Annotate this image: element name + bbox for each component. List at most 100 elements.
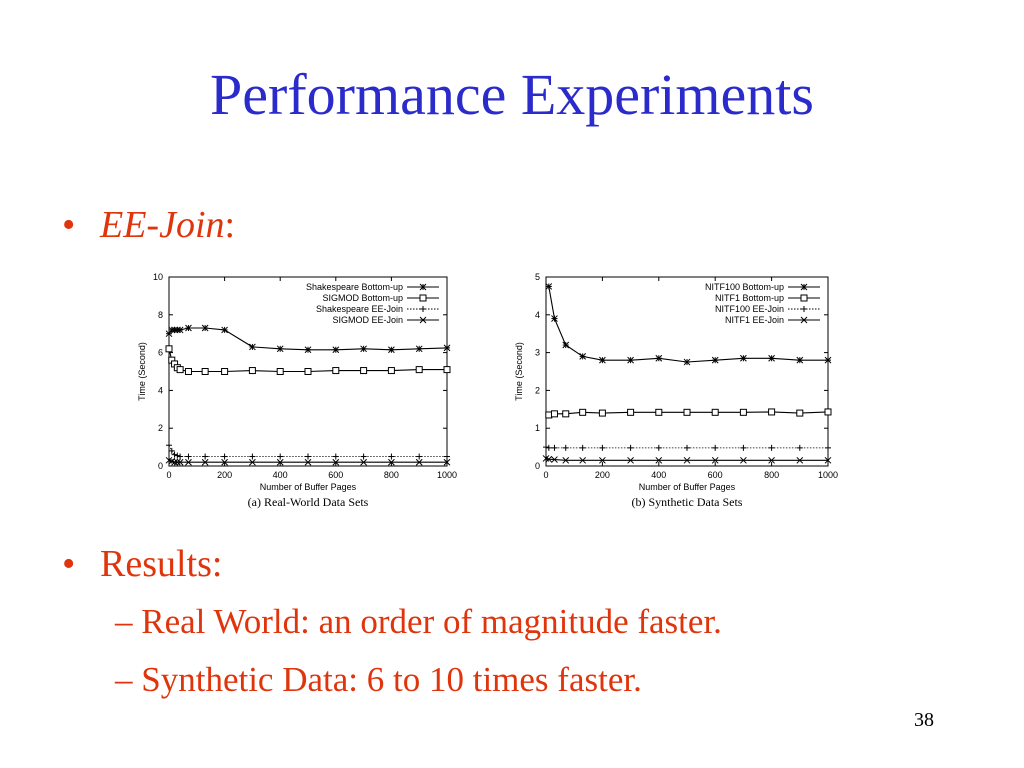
- data-point: [165, 345, 173, 353]
- data-point: [176, 458, 184, 466]
- chart-real-world: 0 200 400 600 800 1000 0 2 4 6 8 10 Number of Buffer…: [132, 264, 462, 529]
- data-point: [796, 456, 804, 464]
- x-tick-label: 800: [764, 470, 779, 480]
- data-point: [443, 366, 451, 374]
- legend-label: SIGMOD EE-Join: [332, 315, 403, 325]
- bullet-ee-join: • EE-Join:: [62, 206, 235, 244]
- data-point: [185, 324, 192, 332]
- data-point: [249, 458, 256, 466]
- bullet-dot: •: [62, 204, 76, 246]
- data-point: [332, 453, 339, 460]
- data-point: [304, 458, 312, 466]
- legend-label: SIGMOD Bottom-up: [322, 293, 403, 303]
- data-point: [739, 408, 747, 416]
- data-point: [387, 367, 395, 375]
- legend-marker: [420, 306, 426, 312]
- series-line: [168, 327, 448, 351]
- data-point: [177, 453, 184, 460]
- data-point: [221, 453, 228, 460]
- series-line: [168, 459, 447, 463]
- legend-label: NITF1 EE-Join: [725, 315, 784, 325]
- data-point: [165, 330, 173, 338]
- data-point: [176, 326, 184, 334]
- data-point: [545, 444, 552, 451]
- series-line: [548, 286, 828, 363]
- data-point: [683, 408, 691, 416]
- y-tick-label: 4: [535, 310, 540, 320]
- legend-marker: [801, 306, 807, 312]
- data-point: [579, 353, 587, 360]
- y-axis-label: Time (Second): [137, 342, 147, 401]
- x-tick-label: 600: [708, 470, 723, 480]
- data-point: [627, 456, 634, 464]
- chart-caption: (b) Synthetic Data Sets: [632, 495, 743, 509]
- data-point: [360, 458, 367, 466]
- data-point: [740, 456, 747, 464]
- data-point: [627, 444, 634, 451]
- data-point: [579, 408, 587, 416]
- data-point: [173, 458, 181, 466]
- x-tick-label: 400: [651, 470, 666, 480]
- data-point: [712, 444, 719, 451]
- data-point: [655, 444, 662, 451]
- chart-real-world-svg: 0 200 400 600 800 1000 0 2 4 6 8 10 Number of Buffer…: [137, 272, 457, 509]
- data-point: [201, 458, 209, 466]
- legend-marker: [419, 294, 427, 302]
- legend-marker: [419, 283, 427, 291]
- x-tick-label: 1000: [818, 470, 838, 480]
- data-point: [562, 456, 570, 464]
- data-point: [579, 444, 586, 451]
- data-point: [415, 458, 423, 466]
- y-tick-label: 5: [535, 272, 540, 282]
- data-point: [599, 456, 606, 464]
- data-point: [388, 453, 395, 460]
- data-point: [579, 456, 587, 464]
- x-tick-label: 200: [595, 470, 610, 480]
- data-point: [276, 345, 284, 353]
- data-point: [249, 343, 256, 351]
- data-point: [221, 458, 228, 466]
- x-tick-label: 200: [217, 470, 232, 480]
- y-tick-label: 2: [535, 385, 540, 395]
- data-point: [360, 367, 368, 375]
- data-point: [201, 324, 209, 332]
- data-point: [185, 458, 192, 466]
- x-axis-label: Number of Buffer Pages: [260, 482, 357, 492]
- data-point: [824, 356, 832, 364]
- data-point: [185, 453, 192, 460]
- data-point: [249, 453, 256, 460]
- data-point: [545, 411, 553, 419]
- data-point: [332, 367, 340, 375]
- bullet-results-label: Results:: [100, 543, 223, 585]
- data-point: [796, 444, 803, 451]
- data-point: [444, 453, 450, 460]
- slide-title: Performance Experiments: [210, 62, 814, 127]
- bullet-ee-join-colon: :: [224, 204, 236, 246]
- data-point: [202, 453, 209, 460]
- data-point: [543, 444, 549, 451]
- data-point: [276, 458, 284, 466]
- data-point: [176, 366, 184, 374]
- data-point: [824, 456, 832, 464]
- data-point: [304, 368, 312, 375]
- data-point: [443, 344, 451, 352]
- legend-marker: [800, 283, 808, 291]
- data-point: [388, 458, 395, 466]
- data-point: [443, 458, 451, 466]
- data-point: [740, 354, 747, 362]
- chart-caption: (a) Real-World Data Sets: [248, 495, 369, 509]
- data-point: [360, 453, 367, 460]
- x-tick-label: 600: [328, 470, 343, 480]
- data-point: [201, 368, 209, 375]
- plot-frame: [545, 276, 829, 467]
- result-real-world: – Real World: an order of magnitude fast…: [115, 602, 722, 641]
- data-point: [740, 444, 747, 451]
- y-tick-label: 0: [158, 461, 163, 471]
- bullet-ee-join-label: EE-Join: [100, 204, 225, 246]
- legend-label: NITF100 EE-Join: [715, 304, 784, 314]
- legend-label: NITF100 Bottom-up: [705, 282, 784, 292]
- data-point: [166, 442, 172, 449]
- data-point: [277, 453, 284, 460]
- page-number: 38: [914, 709, 934, 731]
- data-point: [332, 346, 340, 354]
